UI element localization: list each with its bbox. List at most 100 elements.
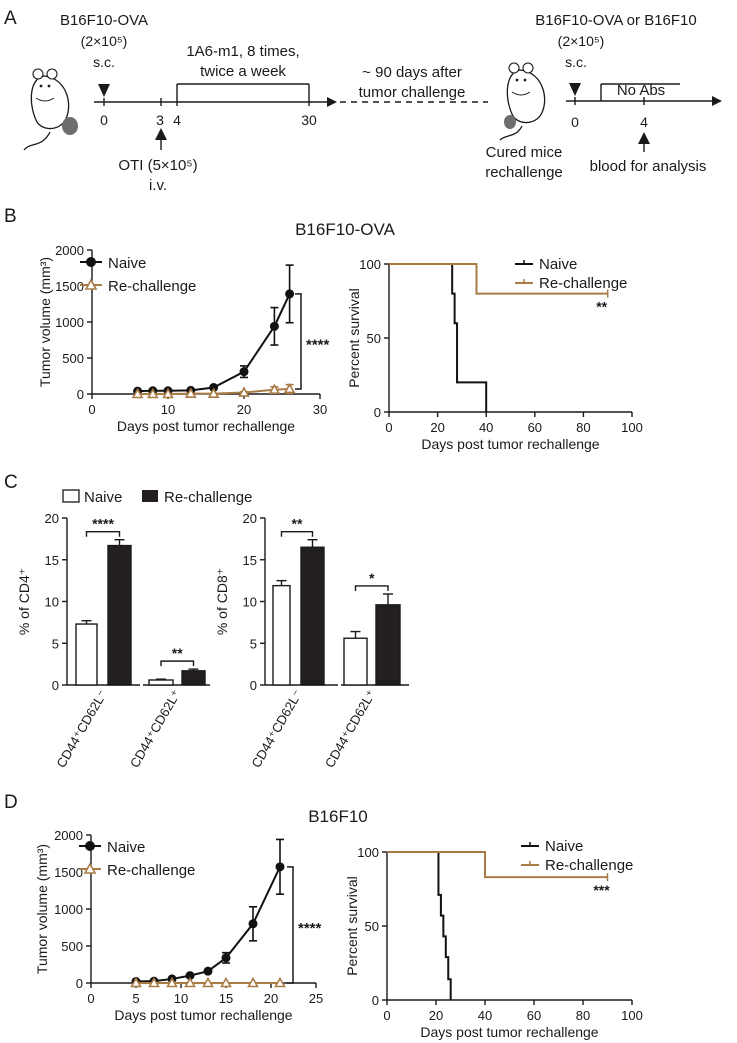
x-axis-title: Days post tumor rechallenge (117, 418, 295, 434)
bar (343, 637, 368, 686)
y-tick-label: 500 (62, 351, 84, 366)
x-tick-label: 60 (528, 420, 542, 435)
y-tick-label: 0 (77, 387, 84, 402)
significance-bracket (354, 585, 389, 591)
data-point (275, 862, 285, 872)
y-tick-label: 10 (243, 595, 257, 610)
y-tick-label: 0 (250, 678, 257, 693)
oti-line2: i.v. (149, 177, 167, 194)
panel-a-label: A (4, 8, 17, 29)
x-tick-label: 20 (429, 1008, 443, 1023)
data-point (220, 976, 232, 988)
gap-line1: ~ 90 days after (362, 64, 462, 81)
dose-label: (2×10⁵) (558, 33, 605, 49)
y-tick-label: 0 (374, 405, 381, 420)
legend-label: Naive (539, 256, 577, 273)
y-tick-label: 1500 (55, 279, 84, 294)
data-point (184, 387, 197, 398)
tick-label: 4 (173, 112, 181, 128)
survival-chart-d: 0 50 100 0 20 40 60 80 100 Days post tumor rechal… (344, 838, 643, 1040)
tick-label: 0 (100, 112, 108, 128)
bar (375, 604, 401, 686)
data-point (207, 387, 220, 398)
y-axis-title: Percent survival (344, 876, 360, 976)
legend-swatch-naive (62, 489, 80, 503)
data-point (166, 976, 178, 988)
legend-marker (83, 862, 97, 874)
category-label: CD44⁺CD62L⁻ (248, 687, 305, 770)
x-tick-label: 60 (527, 1008, 541, 1023)
data-point (248, 919, 258, 929)
survival-chart-b: 0 50 100 0 20 40 60 80 100 Days post tumor rechal… (346, 256, 643, 452)
y-axis-title: Tumor volume (mm³) (34, 844, 50, 974)
oti-arrow-icon (155, 128, 167, 140)
dose-label: (2×10⁵) (81, 33, 128, 49)
significance-label: ** (172, 645, 183, 661)
significance-bracket (295, 293, 302, 390)
y-tick-label: 1000 (55, 315, 84, 330)
x-tick-label: 15 (219, 991, 233, 1006)
data-point (148, 976, 160, 988)
panel-d-label: D (4, 792, 18, 813)
x-tick-label: 10 (161, 402, 175, 417)
tumor-volume-chart-d: 0 500 1000 1500 2000 0 5 10 15 20 25 Days post tumo… (34, 828, 323, 1023)
legend-label: Re-challenge (164, 489, 252, 506)
category-label: CD44⁺CD62L⁺ (322, 687, 379, 770)
y-tick-label: 2000 (54, 828, 83, 843)
legend-swatch-rechallenge (142, 490, 158, 502)
treatment-line1: 1A6-m1, 8 times, (186, 43, 299, 60)
data-point (146, 387, 159, 399)
y-tick-label: 1500 (54, 865, 83, 880)
legend-marker (84, 278, 98, 290)
x-tick-label: 10 (174, 991, 188, 1006)
x-tick-label: 0 (383, 1008, 390, 1023)
data-point (203, 966, 213, 976)
tumor-label: B16F10-OVA or B16F10 (535, 12, 696, 29)
panel-b-title: B16F10-OVA (295, 220, 396, 239)
series-line (137, 293, 291, 393)
data-point (247, 976, 259, 988)
legend-label: Re-challenge (539, 275, 627, 292)
y-tick-label: 15 (243, 553, 257, 568)
y-tick-label: 5 (250, 636, 257, 651)
x-tick-label: 30 (313, 402, 327, 417)
data-point (274, 976, 286, 988)
y-tick-label: 10 (45, 595, 59, 610)
legend-marker (85, 841, 95, 851)
panel-d-title: B16F10 (308, 807, 368, 826)
x-tick-label: 0 (88, 402, 95, 417)
y-tick-label: 500 (61, 939, 83, 954)
y-tick-label: 50 (365, 919, 379, 934)
significance-bracket (287, 866, 294, 984)
x-tick-label: 5 (132, 991, 139, 1006)
data-point (185, 971, 195, 981)
bar (300, 546, 325, 686)
legend-label: Naive (84, 489, 122, 506)
y-tick-label: 0 (372, 993, 379, 1008)
x-tick-label: 20 (237, 402, 251, 417)
bar (272, 584, 291, 686)
legend-marker (86, 257, 96, 267)
y-axis-title: % of CD8⁺ (214, 568, 230, 635)
significance-label: *** (593, 882, 610, 898)
route-label: s.c. (565, 54, 587, 70)
significance-label: **** (92, 516, 114, 532)
significance-bracket (160, 660, 195, 667)
y-tick-label: 50 (367, 331, 381, 346)
x-tick-label: 20 (430, 420, 444, 435)
legend-label: Naive (545, 838, 583, 855)
y-axis-title: Tumor volume (mm³) (37, 257, 53, 387)
panel-a: A B16F10-OVA (2×10⁵) s.c. 1A6-m1, 8 time… (4, 8, 722, 194)
x-tick-label: 40 (479, 420, 493, 435)
data-point (239, 367, 249, 377)
data-point (221, 953, 231, 963)
y-tick-label: 2000 (55, 243, 84, 258)
y-tick-label: 100 (359, 257, 381, 272)
blood-label: blood for analysis (590, 158, 707, 175)
survival-curve (389, 263, 488, 412)
data-point (268, 383, 281, 394)
survival-curve (389, 263, 608, 295)
data-point (269, 321, 279, 331)
